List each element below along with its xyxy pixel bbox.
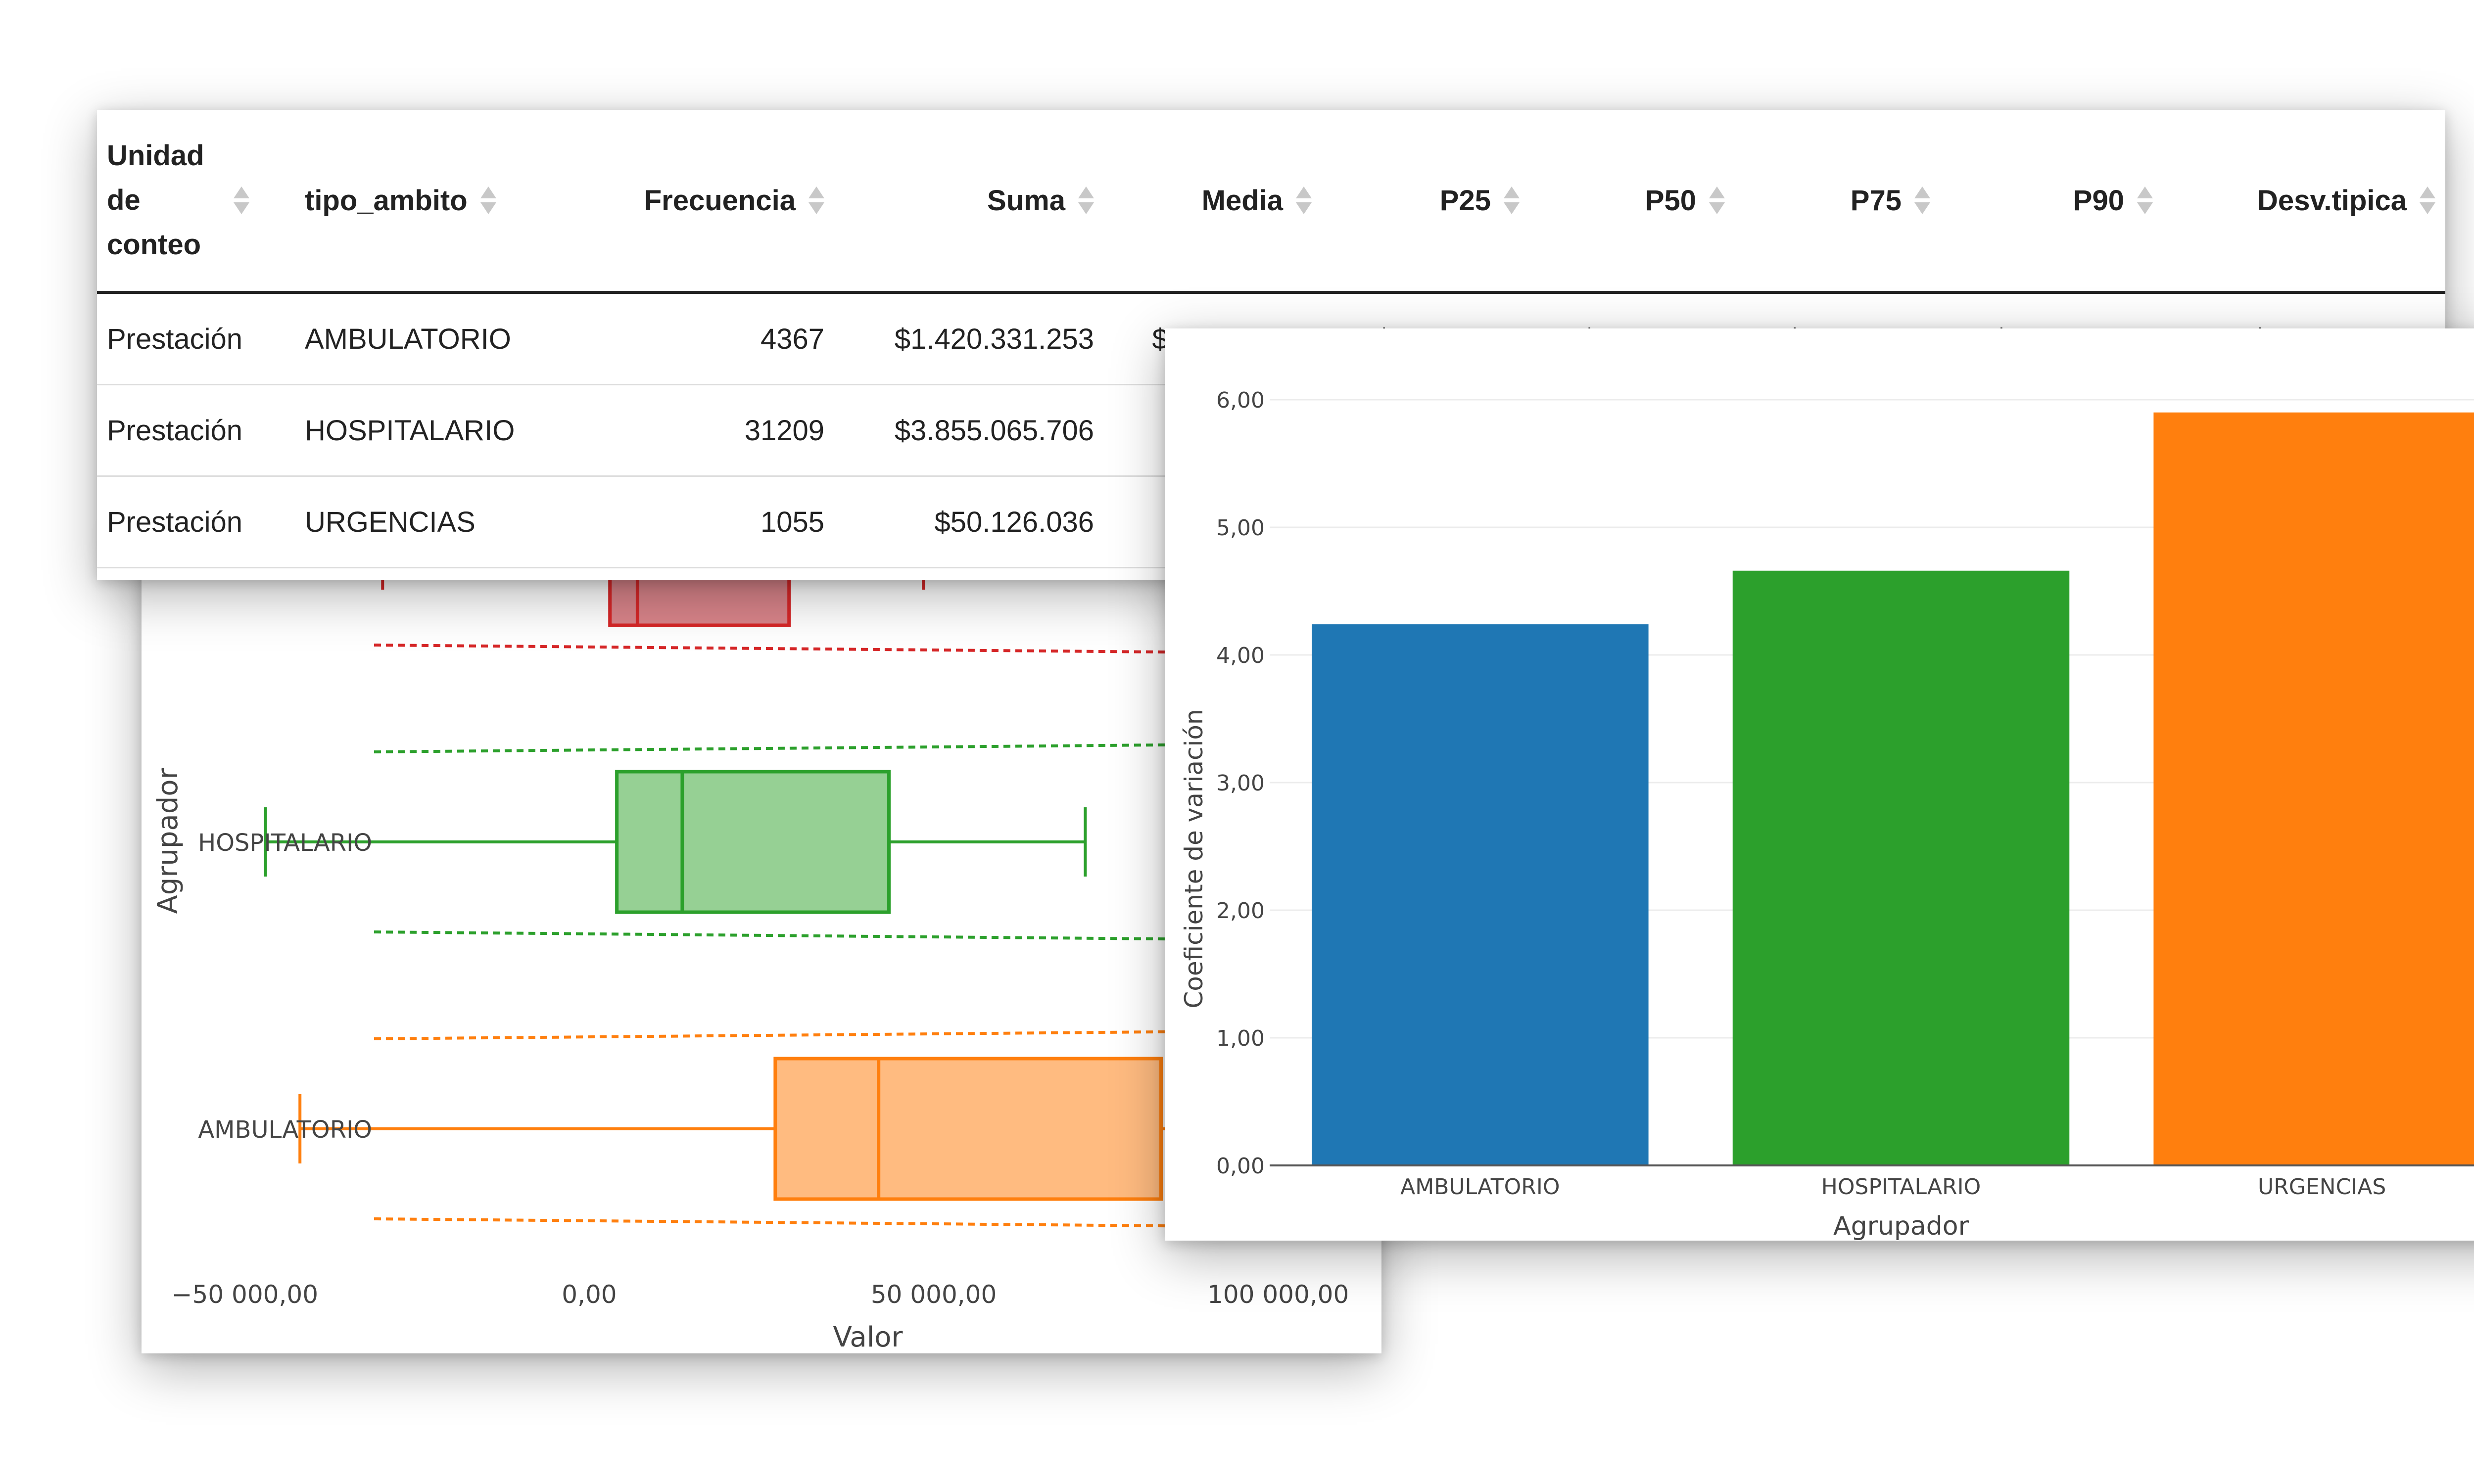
x-axis-title: Valor xyxy=(833,1321,903,1353)
column-header-tipo[interactable]: tipo_ambito xyxy=(295,110,572,294)
cell-unidad: Prestación xyxy=(97,292,295,385)
cell-frecuencia: 4367 xyxy=(572,292,834,385)
cell-suma: $50.126.036 xyxy=(834,476,1104,568)
column-header-media[interactable]: Media xyxy=(1104,110,1322,294)
box-iqr xyxy=(615,770,891,914)
table-header-row: Unidad de conteo tipo_ambito Frecuencia Sum… xyxy=(97,110,2445,294)
cell-unidad: Prestación xyxy=(97,384,295,477)
sort-arrows-icon[interactable] xyxy=(1914,186,1930,214)
sort-arrows-icon[interactable] xyxy=(1709,186,1725,214)
column-header-label: Media xyxy=(1201,184,1283,217)
x-axis-title: Agrupador xyxy=(1833,1211,1969,1241)
dashed-envelope-bottom xyxy=(374,1217,1381,1229)
sort-arrows-icon[interactable] xyxy=(480,186,496,214)
cell-frecuencia: 1055 xyxy=(572,476,834,568)
y-tick-label: 3,00 xyxy=(1216,771,1265,796)
column-header-suma[interactable]: Suma xyxy=(834,110,1104,294)
dashed-envelope-top xyxy=(374,1028,1381,1040)
dashed-envelope-bottom xyxy=(374,930,1381,942)
y-tick-label: 1,00 xyxy=(1216,1026,1265,1051)
y-tick-label: HOSPITALARIO xyxy=(198,829,372,857)
x-tick-label: AMBULATORIO xyxy=(1400,1174,1560,1200)
barchart-chart: 0,00 1,00 2,00 3,00 4,00 5,00 6,00 AMBULATORIO H… xyxy=(1180,388,2474,1241)
x-tick-label: −50 000,00 xyxy=(172,1280,318,1309)
sort-arrows-icon[interactable] xyxy=(1504,186,1520,214)
x-tick-label: 100 000,00 xyxy=(1207,1280,1349,1309)
cell-unidad: Prestación xyxy=(97,476,295,568)
column-header-p25[interactable]: P25 xyxy=(1322,110,1529,294)
x-tick-label: HOSPITALARIO xyxy=(1821,1174,1981,1200)
x-tick-label: URGENCIAS xyxy=(2258,1174,2386,1200)
column-header-p90[interactable]: P90 xyxy=(1940,110,2163,294)
y-tick-label: 0,00 xyxy=(1216,1154,1265,1179)
box-hospitalario xyxy=(264,742,1381,942)
sort-arrows-icon[interactable] xyxy=(2420,186,2435,214)
y-tick-label: 6,00 xyxy=(1216,388,1265,413)
barchart-panel: 0,00 1,00 2,00 3,00 4,00 5,00 6,00 AMBULATORIO H… xyxy=(1165,328,2474,1241)
sort-arrows-icon[interactable] xyxy=(234,186,249,214)
x-tick-label: 50 000,00 xyxy=(871,1280,997,1309)
x-tick-label: 0,00 xyxy=(562,1280,617,1309)
column-header-label: P75 xyxy=(1850,184,1902,217)
column-header-p50[interactable]: P50 xyxy=(1529,110,1735,294)
bar-hospitalario xyxy=(1732,570,2070,1165)
cell-tipo: URGENCIAS xyxy=(295,476,572,568)
sort-arrows-icon[interactable] xyxy=(1296,186,1312,214)
bar-ambulatorio xyxy=(1312,624,1649,1165)
column-header-label: P25 xyxy=(1439,184,1491,217)
cell-suma: $3.855.065.706 xyxy=(834,384,1104,477)
column-header-label: Desv.tipica xyxy=(2257,184,2407,217)
box-iqr xyxy=(773,1057,1163,1201)
sort-arrows-icon[interactable] xyxy=(809,186,824,214)
column-header-p75[interactable]: P75 xyxy=(1735,110,1940,294)
column-header-label: P50 xyxy=(1645,184,1696,217)
y-tick-label: AMBULATORIO xyxy=(198,1116,372,1144)
column-header-label: Frecuencia xyxy=(644,184,796,217)
bar-urgencias xyxy=(2153,412,2474,1165)
y-tick-label: 4,00 xyxy=(1216,643,1265,668)
box-ambulatorio xyxy=(298,1028,1381,1229)
column-header-label: tipo_ambito xyxy=(305,184,468,217)
column-header-frecuencia[interactable]: Frecuencia xyxy=(572,110,834,294)
column-header-label: Unidad de conteo xyxy=(107,139,204,261)
y-tick-label: 2,00 xyxy=(1216,898,1265,924)
cell-tipo: AMBULATORIO xyxy=(295,292,572,385)
y-axis-title: Coeficiente de variación xyxy=(1180,709,1208,1008)
sort-arrows-icon[interactable] xyxy=(2137,186,2153,214)
cell-frecuencia: 31209 xyxy=(572,384,834,477)
dashed-envelope-top xyxy=(374,742,1381,753)
y-tick-label: 5,00 xyxy=(1216,515,1265,541)
cell-suma: $1.420.331.253 xyxy=(834,292,1104,385)
cell-tipo: HOSPITALARIO xyxy=(295,384,572,477)
sort-arrows-icon[interactable] xyxy=(1078,186,1094,214)
y-axis-title: Agrupador xyxy=(152,767,184,914)
column-header-label: P90 xyxy=(2073,184,2124,217)
column-header-label: Suma xyxy=(987,184,1065,217)
column-header-unidad[interactable]: Unidad de conteo xyxy=(97,110,295,294)
dashed-envelope-bottom xyxy=(374,644,1381,655)
column-header-desv[interactable]: Desv.tipica xyxy=(2163,110,2445,294)
